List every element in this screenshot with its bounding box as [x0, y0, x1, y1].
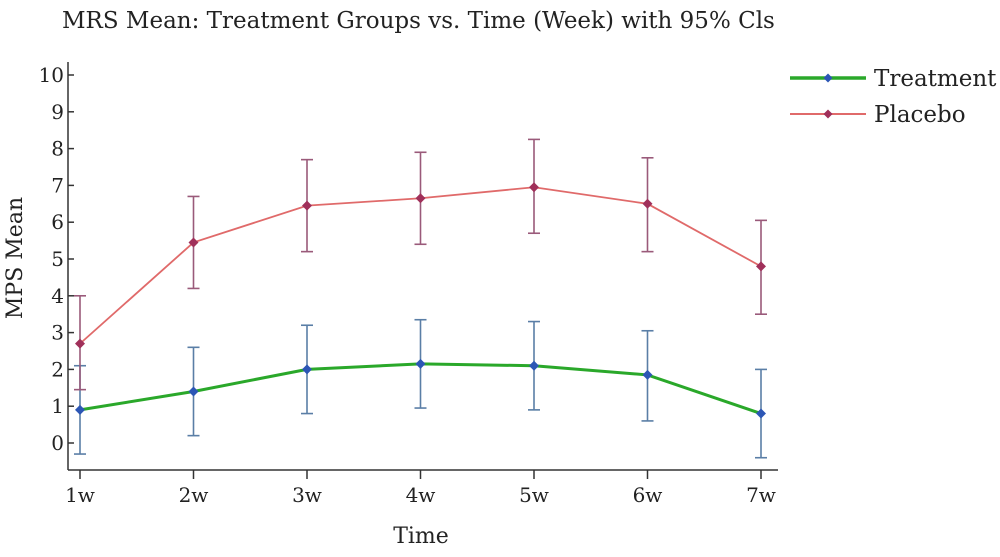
y-tick-label: 6 — [51, 210, 64, 234]
x-tick-label: 4w — [406, 483, 436, 507]
series-placebo — [74, 138, 767, 391]
legend-marker — [823, 109, 833, 119]
chart-title: MRS Mean: Treatment Groups vs. Time (Wee… — [62, 8, 775, 34]
axes: 0 1 2 3 4 5 6 7 8 9 10 1w 2w 3w 4w 5w 6w 7w — [39, 62, 778, 507]
data-point — [75, 338, 85, 349]
data-point — [302, 200, 312, 211]
y-tick-label: 10 — [39, 63, 64, 87]
x-tick-label: 7w — [746, 483, 776, 507]
x-tick-label: 2w — [179, 483, 209, 507]
y-tick-label: 5 — [51, 247, 64, 271]
x-tick-label: 5w — [519, 483, 549, 507]
data-point — [188, 386, 199, 397]
x-tick-label: 3w — [292, 483, 322, 507]
y-tick-label: 7 — [51, 173, 64, 197]
y-tick-label: 9 — [51, 100, 64, 124]
y-axis-label: MPS Mean — [3, 197, 28, 319]
y-tick-label: 8 — [51, 137, 64, 161]
series-layer — [74, 138, 767, 459]
data-point — [642, 198, 653, 209]
data-point — [415, 358, 426, 369]
x-axis-label: Time — [393, 524, 449, 549]
legend-item-treatment: Treatment — [790, 66, 997, 92]
data-point — [415, 193, 426, 204]
legend: Treatment Placebo — [790, 66, 997, 128]
legend-marker — [823, 73, 833, 83]
y-tick-label: 1 — [51, 394, 64, 418]
legend-label: Treatment — [874, 66, 997, 92]
y-tick-label: 4 — [51, 284, 64, 308]
y-tick-label: 0 — [51, 431, 64, 455]
x-tick-label: 1w — [65, 483, 95, 507]
y-tick-label: 3 — [51, 321, 64, 345]
data-point — [75, 404, 85, 415]
x-tick-label: 6w — [633, 483, 663, 507]
legend-item-placebo: Placebo — [790, 102, 966, 128]
data-point — [642, 369, 653, 380]
data-point — [188, 237, 199, 248]
series-treatment — [74, 318, 767, 459]
legend-label: Placebo — [874, 102, 966, 128]
data-point — [756, 261, 766, 272]
data-point — [756, 408, 766, 419]
data-point — [529, 360, 539, 371]
data-point — [302, 364, 312, 375]
y-tick-label: 2 — [51, 357, 64, 381]
data-point — [529, 182, 539, 193]
